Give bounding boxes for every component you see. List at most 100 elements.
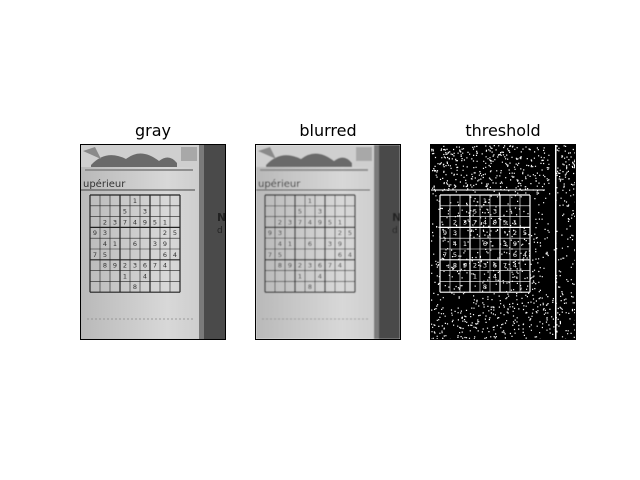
sudoku-digit: 2	[298, 262, 302, 270]
sudoku-digit: 5	[328, 218, 332, 226]
sudoku-digit: 3	[328, 240, 332, 248]
sudoku-digit: 9	[493, 218, 497, 226]
sudoku-digit: 3	[318, 208, 322, 216]
sudoku-digit: 1	[113, 240, 117, 248]
sudoku-digit: 9	[288, 262, 292, 270]
sudoku-digit: 7	[123, 218, 127, 226]
sudoku-digit: 2	[453, 218, 457, 226]
sudoku-digit: 8	[308, 283, 312, 291]
sudoku-digit: 9	[513, 240, 517, 248]
sudoku-digit: 8	[103, 262, 107, 270]
sudoku-digit: 9	[268, 229, 272, 237]
sudoku-digit: 8	[453, 262, 457, 270]
sudoku-digit: 4	[278, 240, 282, 248]
sudoku-digit: 6	[133, 240, 137, 248]
sudoku-digit: 4	[308, 218, 312, 226]
sudoku-digit: 5	[473, 208, 477, 216]
sudoku-digit: 3	[278, 229, 282, 237]
sudoku-digit: 3	[143, 208, 147, 216]
sudoku-digit: 3	[113, 218, 117, 226]
sudoku-digit: 1	[123, 272, 127, 280]
sudoku-digit: 5	[453, 251, 457, 259]
sudoku-digit: 4	[103, 240, 107, 248]
sudoku-digit: 6	[308, 240, 312, 248]
sudoku-digit: 3	[453, 229, 457, 237]
sudoku-digit: 4	[523, 251, 527, 259]
sudoku-digit: 1	[463, 240, 467, 248]
sudoku-digit: 1	[473, 272, 477, 280]
blurred-image: upérieurNd153237495193254163975648923674…	[256, 145, 400, 339]
svg-text:N: N	[392, 211, 400, 224]
svg-text:d: d	[392, 226, 398, 236]
sudoku-digit: 5	[173, 229, 177, 237]
sudoku-digit: 2	[123, 262, 127, 270]
sudoku-digit: 5	[523, 229, 527, 237]
sudoku-digit: 9	[113, 262, 117, 270]
sudoku-digit: 9	[318, 218, 322, 226]
sudoku-digit: 7	[153, 262, 157, 270]
sudoku-digit: 6	[143, 262, 147, 270]
sudoku-digit: 9	[443, 229, 447, 237]
sudoku-digit: 6	[318, 262, 322, 270]
sudoku-digit: 4	[133, 218, 137, 226]
sudoku-digit: 7	[298, 218, 302, 226]
sudoku-digit: 3	[493, 208, 497, 216]
sudoku-digit: 2	[163, 229, 167, 237]
sudoku-digit: 3	[308, 262, 312, 270]
sudoku-digit: 6	[483, 240, 487, 248]
sudoku-digit: 2	[103, 218, 107, 226]
title-blurred: blurred	[299, 121, 357, 140]
sudoku-digit: 3	[463, 218, 467, 226]
sudoku-digit: 4	[348, 251, 352, 259]
sudoku-digit: 9	[463, 262, 467, 270]
sudoku-digit: 1	[163, 218, 167, 226]
sudoku-digit: 6	[493, 262, 497, 270]
sudoku-digit: 9	[338, 240, 342, 248]
sudoku-digit: 3	[503, 240, 507, 248]
sudoku-digit: 9	[163, 240, 167, 248]
sudoku-digit: 5	[278, 251, 282, 259]
sudoku-digit: 4	[493, 272, 497, 280]
sudoku-digit: 4	[453, 240, 457, 248]
sudoku-digit: 1	[288, 240, 292, 248]
sudoku-digit: 5	[123, 208, 127, 216]
sudoku-digit: 7	[473, 218, 477, 226]
sudoku-digit: 5	[103, 251, 107, 259]
sudoku-digit: 4	[143, 272, 147, 280]
sudoku-digit: 4	[483, 218, 487, 226]
sudoku-digit: 4	[318, 272, 322, 280]
sudoku-digit: 3	[483, 262, 487, 270]
sudoku-digit: 9	[143, 218, 147, 226]
sudoku-digit: 8	[483, 283, 487, 291]
panel-gray: upérieurNd153237495193254163975648923674…	[80, 144, 226, 340]
sudoku-digit: 1	[298, 272, 302, 280]
sudoku-digit: 2	[278, 218, 282, 226]
threshold-image: 15 32 3 7 4 9 5 19 3 2 54 1 6 3 97 5 6 48 9 2 3 6 7 41 48	[431, 145, 575, 339]
sudoku-digit: 7	[503, 262, 507, 270]
sudoku-digit: 1	[133, 197, 137, 205]
sudoku-digit: 2	[338, 229, 342, 237]
title-threshold: threshold	[465, 121, 541, 140]
sudoku-digit: 5	[348, 229, 352, 237]
sudoku-digit: 5	[153, 218, 157, 226]
sudoku-digit: 6	[513, 251, 517, 259]
sudoku-digit: 1	[308, 197, 312, 205]
sudoku-digit: 9	[93, 229, 97, 237]
svg-text:d: d	[217, 226, 223, 236]
sudoku-digit: 3	[103, 229, 107, 237]
sudoku-digit: 7	[268, 251, 272, 259]
panel-blurred: upérieurNd153237495193254163975648923674…	[255, 144, 401, 340]
sudoku-digit: 4	[163, 262, 167, 270]
svg-text:N: N	[217, 211, 225, 224]
sudoku-digit: 1	[513, 218, 517, 226]
sudoku-digit: 8	[133, 283, 137, 291]
svg-text:upérieur: upérieur	[258, 178, 301, 190]
sudoku-digit: 3	[288, 218, 292, 226]
sudoku-digit: 5	[298, 208, 302, 216]
sudoku-digit: 7	[93, 251, 97, 259]
sudoku-digit: 1	[338, 218, 342, 226]
sudoku-digit: 4	[338, 262, 342, 270]
sudoku-digit: 6	[338, 251, 342, 259]
sudoku-digit: 5	[503, 218, 507, 226]
sudoku-digit: 3	[133, 262, 137, 270]
